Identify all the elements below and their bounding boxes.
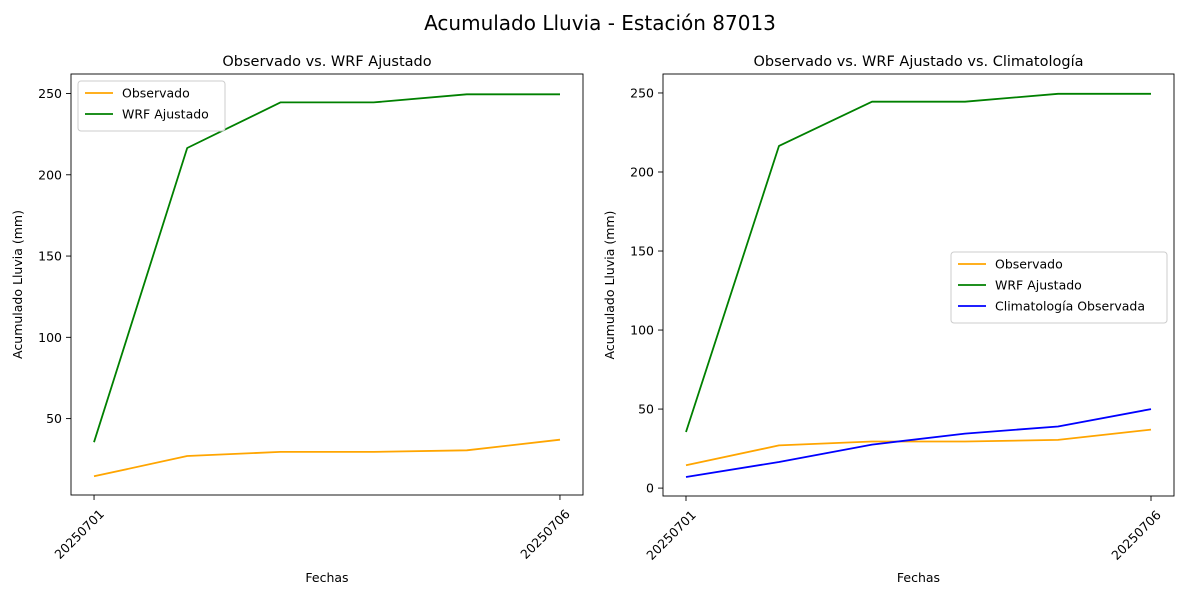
y-tick-label: 200	[38, 167, 62, 182]
legend-label: WRF Ajustado	[995, 278, 1082, 293]
legend-label: Observado	[995, 257, 1063, 272]
y-tick-label: 200	[630, 164, 654, 179]
y-axis-label: Acumulado Lluvia (mm)	[602, 211, 617, 360]
x-tick-label: 20250706	[517, 506, 573, 562]
y-tick-label: 150	[38, 249, 62, 264]
chart-panel-2: Observado vs. WRF Ajustado vs. Climatolo…	[602, 54, 1175, 585]
legend-box	[77, 80, 226, 132]
x-axis-label: Fechas	[305, 570, 348, 585]
legend-label: Climatología Observada	[995, 299, 1145, 314]
y-tick-label: 250	[38, 86, 62, 101]
chart-panel-1: Observado vs. WRF Ajustado 50 100 150 200 250…	[10, 54, 584, 585]
y-tick-label: 250	[630, 85, 654, 100]
x-axis-label: Fechas	[897, 570, 940, 585]
y-tick-label: 150	[630, 244, 654, 259]
y-tick-label: 50	[46, 411, 62, 426]
y-axis-label: Acumulado Lluvia (mm)	[10, 210, 25, 359]
x-tick-label: 20250706	[1108, 507, 1164, 563]
chart-title: Observado vs. WRF Ajustado vs. Climatolo…	[754, 54, 1084, 70]
legend-label: WRF Ajustado	[122, 107, 209, 122]
x-tick-label: 20250701	[51, 506, 107, 562]
series-line-3	[685, 408, 1152, 478]
figure-suptitle: Acumulado Lluvia - Estación 87013	[424, 11, 776, 35]
plot-area-frame	[662, 73, 1175, 497]
y-tick-label: 100	[38, 330, 62, 345]
x-tick-label: 20250701	[643, 507, 699, 563]
series-line-1	[685, 428, 1152, 467]
plot-area-frame	[70, 73, 584, 496]
legend-label: Observado	[122, 86, 190, 101]
series-line-2	[685, 92, 1151, 433]
legend-box	[950, 251, 1168, 324]
chart-title: Observado vs. WRF Ajustado	[222, 54, 431, 70]
y-tick-label: 50	[638, 402, 654, 417]
series-line-1	[93, 438, 561, 478]
y-tick-label: 0	[646, 481, 654, 496]
y-tick-label: 100	[630, 323, 654, 338]
series-line-2	[93, 93, 560, 443]
